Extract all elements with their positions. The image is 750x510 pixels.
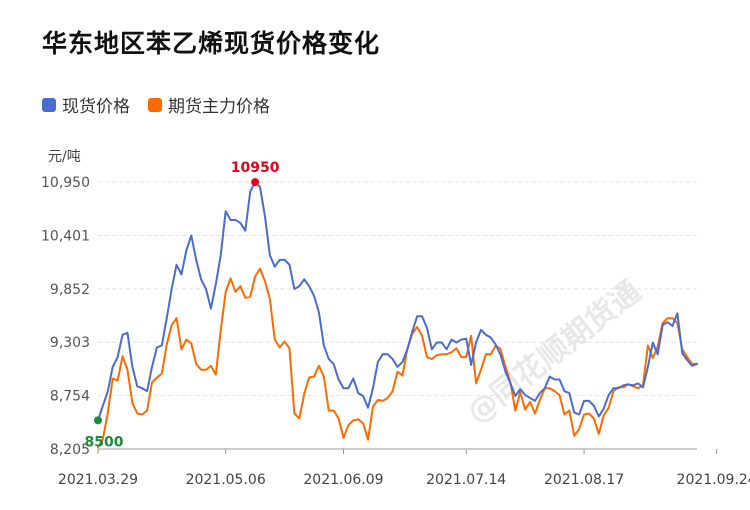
spot-price-line: [97, 181, 698, 422]
legend: 现货价格 期货主力价格: [42, 92, 288, 117]
y-tick-label: 10,950: [41, 175, 90, 191]
chart-title: 华东地区苯乙烯现货价格变化: [42, 29, 381, 58]
x-tick-label: 2021.07.14: [426, 472, 506, 488]
y-tick-label: 9,852: [50, 282, 90, 298]
legend-item-futures[interactable]: 期货主力价格: [148, 92, 270, 117]
x-tick-label: 2021.08.17: [544, 472, 624, 488]
legend-item-spot[interactable]: 现货价格: [42, 92, 130, 117]
max-value-label: 10950: [231, 160, 280, 176]
y-tick-label: 8,205: [50, 442, 90, 458]
futures-price-line: [97, 267, 698, 449]
legend-swatch-futures: [148, 97, 162, 112]
legend-label-spot: 现货价格: [62, 97, 130, 117]
y-tick-label: 9,303: [50, 335, 90, 351]
y-tick-label: 8,754: [50, 389, 90, 405]
legend-swatch-spot: [42, 97, 56, 112]
watermark-text: @同花顺期货通: [461, 274, 648, 431]
y-tick-label: 10,401: [41, 228, 90, 244]
x-tick-label: 2021.05.06: [186, 472, 266, 488]
annotation-dot: [251, 178, 260, 187]
x-tick-label: 2021.03.29: [58, 472, 138, 488]
x-tick-label: 2021.09.24: [677, 472, 750, 488]
legend-label-futures: 期货主力价格: [168, 97, 270, 117]
y-axis-unit: 元/吨: [48, 149, 81, 165]
x-tick-label: 2021.06.09: [303, 472, 383, 488]
min-value-label: 8500: [85, 434, 124, 450]
annotation-dot: [94, 416, 102, 425]
